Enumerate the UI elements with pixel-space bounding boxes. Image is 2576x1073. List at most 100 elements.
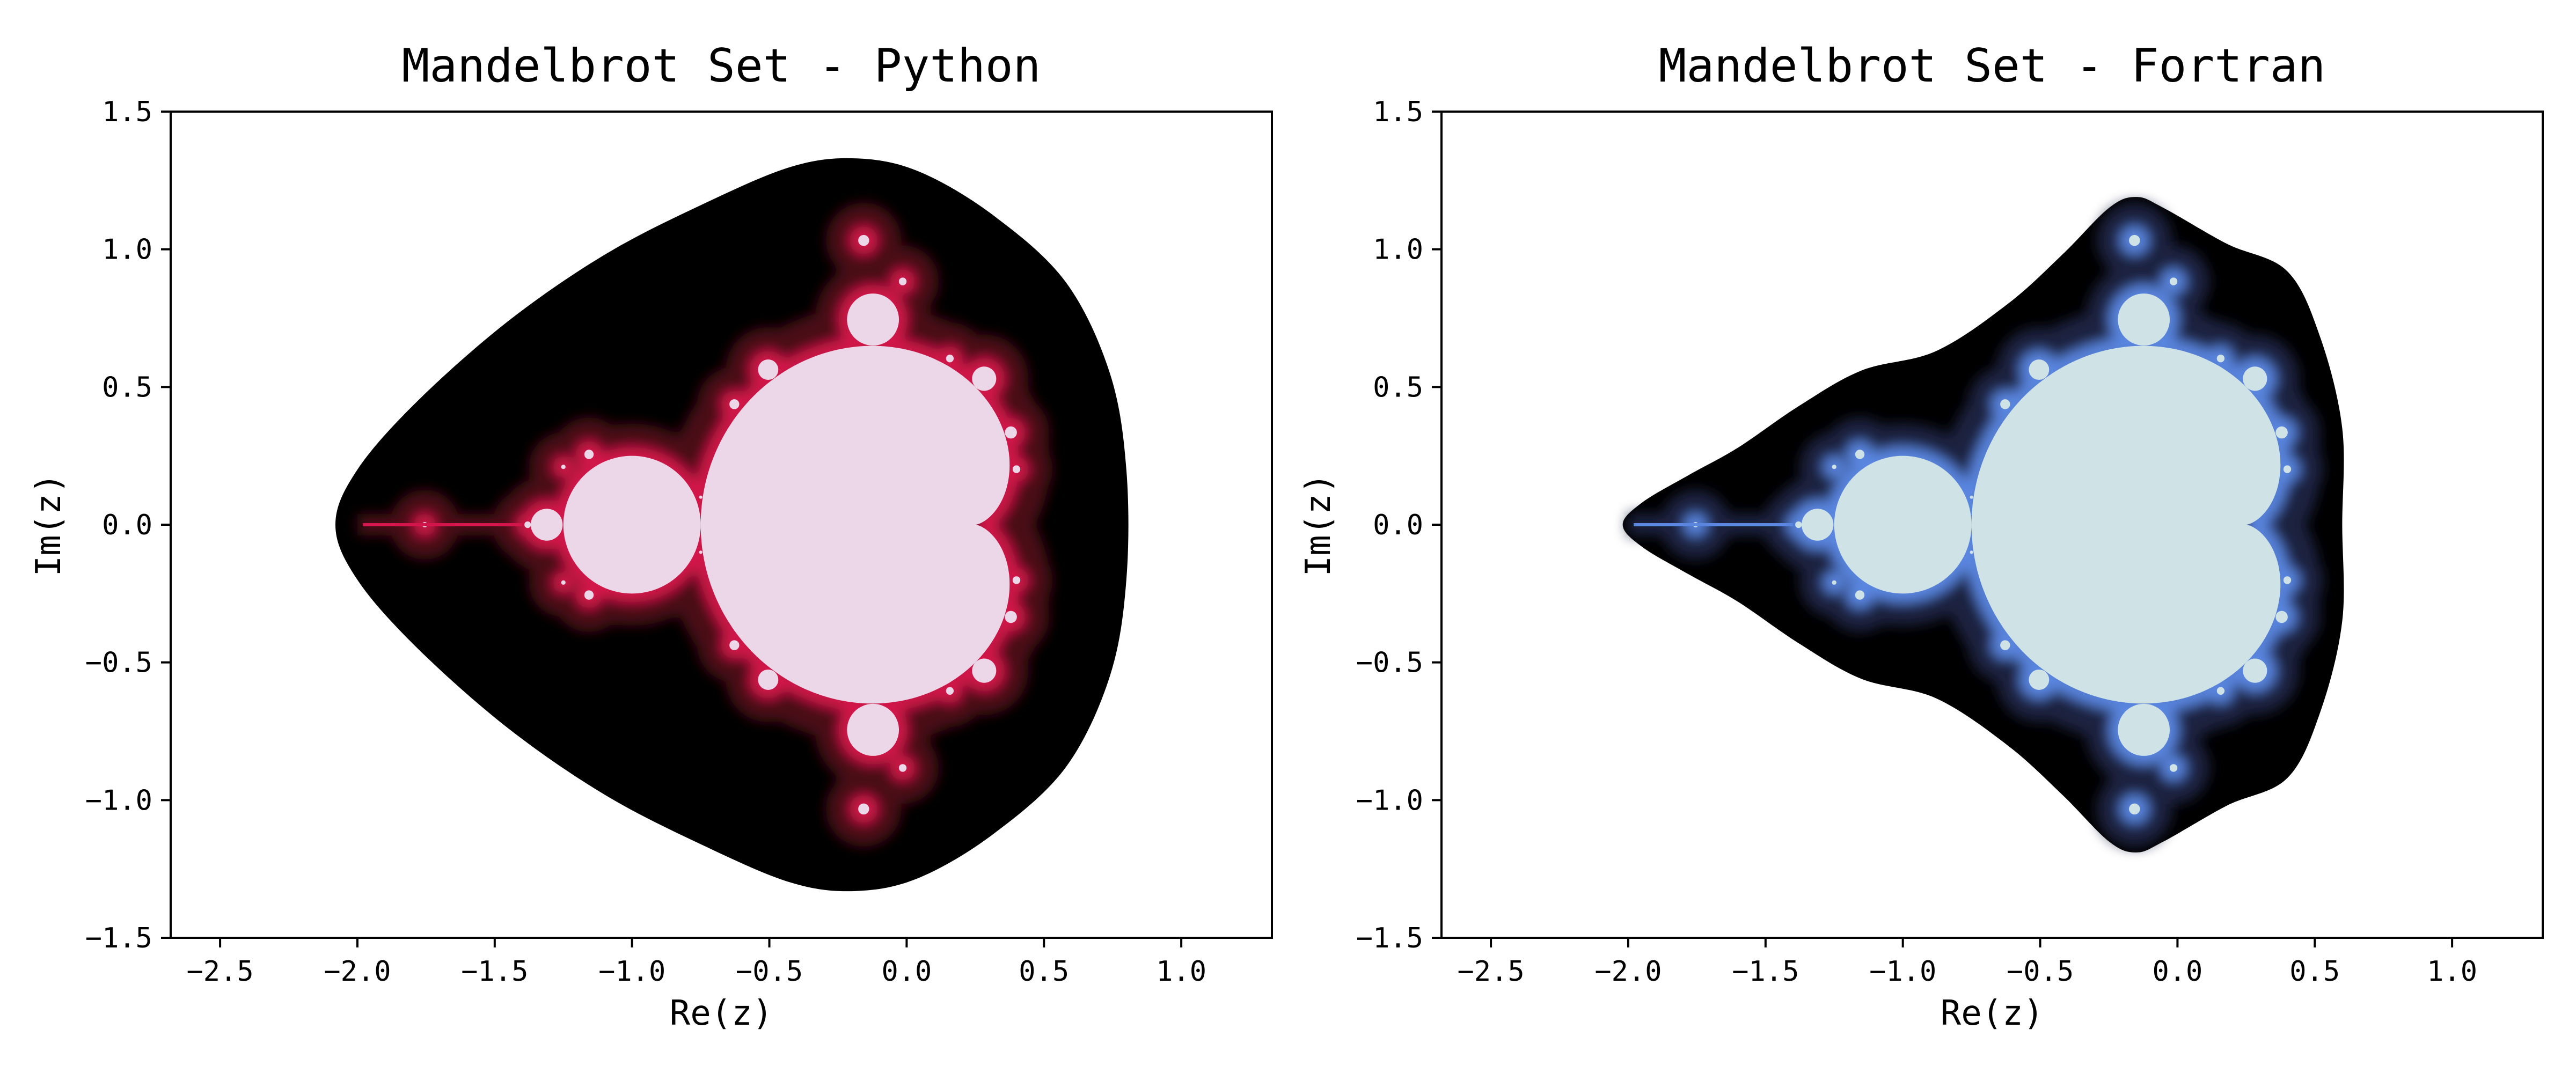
x-tick-label: −1.5 (1732, 956, 1799, 988)
y-tick-label: 0.5 (1373, 371, 1423, 403)
bulb (1832, 465, 1836, 469)
x-tick-label: −2.5 (1457, 956, 1524, 988)
x-axis-label: Re(z) (1941, 994, 2044, 1033)
y-axis-label: Im(z) (29, 473, 69, 577)
x-tick-label: −1.0 (1869, 956, 1936, 988)
bulb (1970, 550, 1973, 554)
y-tick-label: −1.5 (85, 922, 152, 954)
bulb (847, 703, 899, 756)
bulb (858, 803, 869, 815)
x-tick-label: 0.0 (2152, 956, 2202, 988)
y-tick-label: −1.5 (1356, 922, 1423, 954)
bulb (584, 590, 594, 600)
bulb (563, 455, 701, 594)
bulb (699, 550, 702, 554)
bulb (729, 640, 740, 650)
plot-area (1622, 197, 2344, 852)
bulb (1005, 611, 1017, 623)
bulb (2129, 803, 2140, 815)
bulb (858, 234, 869, 246)
y-tick-label: −0.5 (1356, 647, 1423, 679)
bulb (2243, 366, 2267, 391)
bulb (1012, 465, 1021, 473)
bulb (972, 658, 997, 683)
bulb (2118, 293, 2170, 346)
bulb (584, 450, 594, 459)
y-tick-label: 0.5 (102, 371, 152, 403)
bulb (1970, 495, 1973, 499)
bulb (972, 366, 997, 391)
bulb (2169, 764, 2178, 772)
main-cardioid (1971, 346, 2281, 704)
x-tick-label: −2.0 (1594, 956, 1662, 988)
x-tick-label: 0.0 (881, 956, 932, 988)
bulb (2216, 355, 2225, 363)
chart-panel-python: Mandelbrot Set - Python −2.5 −2.0 −1.5 −1.0… (29, 39, 1273, 1033)
mandelbrot-set-interior (1634, 234, 2292, 815)
y-tick-label: 1.0 (102, 234, 152, 266)
y-axis: −1.5 −1.0 −0.5 0.0 0.5 1.0 1.5 (85, 96, 171, 954)
bulb (1832, 580, 1836, 585)
x-axis-label: Re(z) (670, 994, 773, 1033)
bulb (531, 509, 563, 541)
plot-area (335, 158, 1129, 892)
chart-panel-fortran: Mandelbrot Set - Fortran −2.5 −2.0 −1.5 −1.… (1299, 39, 2544, 1033)
x-tick-label: −0.5 (736, 956, 803, 988)
y-tick-label: −1.0 (1356, 784, 1423, 817)
x-tick-label: −1.5 (461, 956, 528, 988)
bulb (2029, 359, 2050, 380)
bulb (946, 687, 954, 695)
y-axis-label: Im(z) (1299, 473, 1338, 577)
bulb (524, 521, 531, 528)
bulb (2118, 703, 2170, 756)
bulb (898, 277, 907, 285)
bulb (1012, 576, 1021, 584)
bulb (1795, 521, 1802, 528)
y-tick-label: −0.5 (85, 647, 152, 679)
bulb (946, 355, 954, 363)
y-tick-label: −1.0 (85, 784, 152, 817)
bulb (1855, 590, 1865, 600)
bulb (1802, 509, 1834, 541)
bulb (2169, 277, 2178, 285)
bulb (1855, 450, 1865, 459)
y-tick-label: 0.0 (1373, 509, 1423, 541)
bulb (2216, 687, 2225, 695)
x-tick-label: −1.0 (598, 956, 665, 988)
x-axis: −2.5 −2.0 −1.5 −1.0 −0.5 0.0 0.5 1.0 (186, 938, 1206, 988)
x-tick-label: 1.0 (2427, 956, 2477, 988)
y-tick-label: 1.0 (1373, 234, 1423, 266)
bulb (699, 495, 702, 499)
y-tick-label: 1.5 (1373, 96, 1423, 128)
main-cardioid (700, 346, 1010, 704)
bulb (2000, 640, 2010, 650)
x-tick-label: 0.5 (2289, 956, 2340, 988)
bulb (1834, 455, 1972, 594)
bulb (561, 465, 566, 469)
y-tick-label: 0.0 (102, 509, 152, 541)
bulb (2029, 669, 2050, 690)
x-tick-label: −0.5 (2007, 956, 2074, 988)
bulb (847, 293, 899, 346)
x-tick-label: −2.0 (324, 956, 391, 988)
x-tick-label: −2.5 (186, 956, 253, 988)
bulb (561, 580, 566, 585)
bulb (2283, 576, 2292, 584)
chart-title: Mandelbrot Set - Fortran (1659, 39, 2326, 93)
bulb (2275, 611, 2288, 623)
x-tick-label: 0.5 (1019, 956, 1069, 988)
bulb (758, 359, 779, 380)
bulb (2000, 399, 2010, 409)
chart-title: Mandelbrot Set - Python (402, 39, 1041, 93)
x-axis: −2.5 −2.0 −1.5 −1.0 −0.5 0.0 0.5 1.0 (1457, 938, 2477, 988)
y-tick-label: 1.5 (102, 96, 152, 128)
bulb (758, 669, 779, 690)
x-tick-label: 1.0 (1156, 956, 1206, 988)
bulb (1005, 426, 1017, 439)
bulb (729, 399, 740, 409)
bulb (2275, 426, 2288, 439)
bulb (2283, 465, 2292, 473)
mandelbrot-set-interior (363, 234, 1021, 815)
y-axis: −1.5 −1.0 −0.5 0.0 0.5 1.0 1.5 (1356, 96, 1441, 954)
